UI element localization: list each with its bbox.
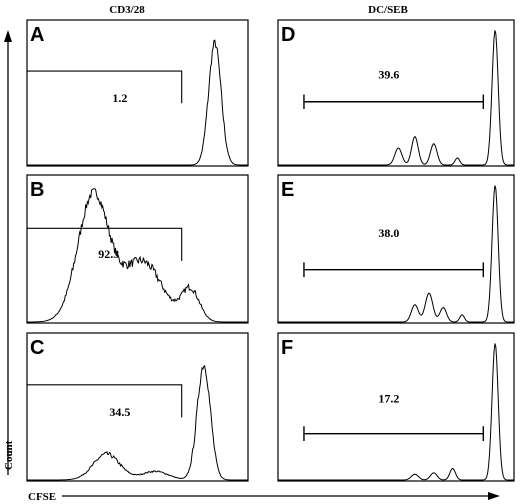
panel-c: 34.5 C (26, 332, 249, 482)
gate-marker (303, 262, 485, 278)
gate-marker (27, 70, 183, 104)
panel-letter: E (281, 179, 294, 201)
panel-letter-backdrop (28, 177, 50, 199)
gate-value-label: 1.2 (112, 91, 127, 105)
panel-frame (277, 174, 515, 324)
gate-value-label: 39.6 (378, 67, 399, 81)
panel-a: 1.2 A (26, 19, 249, 167)
panel-frame (277, 19, 515, 167)
panel-frame (26, 19, 249, 167)
panel-frame (277, 332, 515, 482)
panel-b: 92.3 B (26, 174, 249, 324)
x-axis-label: CFSE (28, 491, 56, 503)
panel-letter-backdrop (279, 335, 301, 357)
histogram-curve (278, 343, 514, 481)
y-axis-label: Count (3, 440, 15, 470)
histogram-curve (26, 188, 248, 323)
histogram-curve (278, 185, 514, 323)
gate-value-label: 34.5 (109, 405, 130, 419)
gate-value-label: 92.3 (98, 247, 119, 261)
panels: 1.2 A 92.3 B 34.5 C 39.6 D 38.0 E 17.2 F (26, 19, 515, 482)
gate-value-label: 38.0 (378, 226, 399, 240)
gate-marker (27, 227, 183, 261)
panel-f: 17.2 F (277, 332, 515, 482)
y-axis-arrow (4, 30, 12, 475)
histogram-curve (27, 365, 248, 481)
panel-d: 39.6 D (277, 19, 515, 167)
panel-letter-backdrop (279, 22, 301, 44)
panel-letter: C (30, 337, 44, 359)
panel-frame (26, 174, 249, 324)
gate-marker (303, 426, 485, 442)
panel-letter-backdrop (28, 22, 50, 44)
gate-marker (303, 94, 485, 110)
panel-letter: D (281, 24, 295, 46)
x-axis-arrow (62, 492, 500, 500)
histogram-curve (278, 30, 514, 166)
panel-frame (26, 332, 249, 482)
column-title-cd3-28: CD3/28 (109, 4, 145, 16)
panel-letter: A (30, 24, 44, 46)
panel-letter: F (281, 337, 293, 359)
panel-letter-backdrop (279, 177, 301, 199)
panel-letter-backdrop (28, 335, 50, 357)
panel-e: 38.0 E (277, 174, 515, 324)
gate-marker (27, 384, 183, 418)
gate-value-label: 17.2 (378, 392, 399, 406)
column-title-dc-seb: DC/SEB (368, 4, 408, 16)
panel-letter: B (30, 179, 44, 201)
histogram-curve (27, 39, 248, 166)
